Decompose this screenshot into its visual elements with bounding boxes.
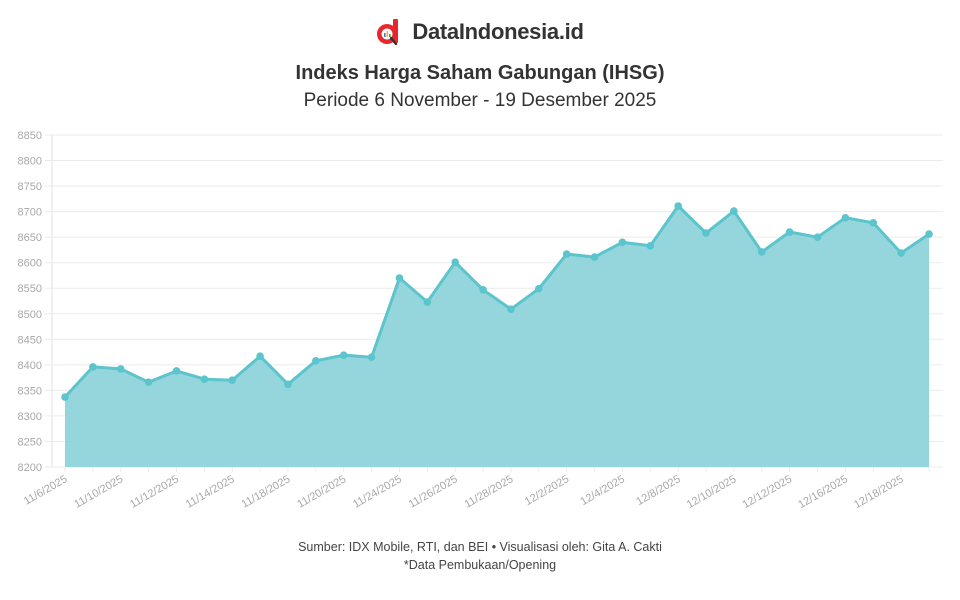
y-axis: 8200 8250 8300 8350 8400 8450 8500 8550 8600 8650… bbox=[18, 130, 53, 474]
data-point bbox=[757, 248, 766, 256]
data-point bbox=[395, 274, 404, 282]
x-tick-label: 12/16/2025 bbox=[796, 473, 850, 511]
brand-name: DataIndonesia.id bbox=[412, 19, 584, 44]
data-point bbox=[702, 229, 710, 237]
x-tick-label: 12/8/2025 bbox=[634, 473, 682, 508]
data-point bbox=[785, 228, 794, 236]
x-tick-label: 12/10/2025 bbox=[685, 473, 739, 511]
chart-title: Indeks Harga Saham Gabungan (IHSG) bbox=[295, 62, 665, 84]
x-tick-label: 11/10/2025 bbox=[72, 473, 125, 511]
data-point bbox=[312, 356, 320, 365]
data-points bbox=[61, 202, 933, 401]
y-tick-label: 8400 bbox=[18, 360, 42, 372]
x-tick-label: 12/4/2025 bbox=[579, 473, 627, 508]
data-point bbox=[423, 298, 432, 306]
x-tick-label: 12/18/2025 bbox=[852, 473, 906, 511]
data-point bbox=[89, 363, 97, 371]
source-credit: Sumber: IDX Mobile, RTI, dan BEI • Visua… bbox=[298, 540, 662, 554]
x-tick-label: 11/20/2025 bbox=[295, 473, 348, 511]
y-tick-label: 8500 bbox=[18, 309, 42, 321]
x-tick-label: 11/18/2025 bbox=[239, 473, 292, 511]
data-point bbox=[200, 375, 209, 383]
data-point bbox=[674, 202, 682, 210]
y-tick-label: 8300 bbox=[18, 411, 42, 423]
y-tick-label: 8450 bbox=[18, 334, 42, 346]
y-tick-label: 8350 bbox=[18, 385, 42, 397]
data-point bbox=[841, 213, 850, 222]
x-tick-label: 11/14/2025 bbox=[184, 473, 237, 511]
brand-header: DataIndonesia.id bbox=[0, 18, 960, 46]
data-point bbox=[535, 284, 543, 293]
data-point bbox=[507, 305, 515, 313]
data-point bbox=[869, 219, 878, 227]
data-line bbox=[63, 204, 930, 399]
chart-footer: Sumber: IDX Mobile, RTI, dan BEI • Visua… bbox=[0, 538, 960, 574]
data-point bbox=[925, 230, 933, 238]
data-point bbox=[367, 353, 376, 361]
x-tick-label: 12/12/2025 bbox=[740, 473, 794, 511]
x-tick-label: 11/28/2025 bbox=[462, 473, 515, 511]
data-point bbox=[339, 351, 348, 359]
y-tick-label: 8200 bbox=[18, 462, 42, 474]
x-axis: 11/6/2025 11/10/2025 11/12/2025 11/14/2025 1… bbox=[22, 467, 930, 511]
data-point bbox=[479, 285, 487, 294]
data-point bbox=[618, 238, 627, 247]
data-point bbox=[256, 352, 264, 360]
y-tick-label: 8750 bbox=[18, 181, 42, 193]
data-point bbox=[590, 253, 599, 261]
y-tick-label: 8850 bbox=[18, 130, 42, 142]
x-tick-label: 12/2/2025 bbox=[523, 473, 571, 508]
data-point bbox=[562, 250, 571, 258]
data-point bbox=[284, 380, 292, 389]
chart-subtitle: Periode 6 November - 19 Desember 2025 bbox=[303, 90, 657, 111]
data-point bbox=[897, 249, 905, 257]
y-tick-label: 8650 bbox=[18, 232, 42, 244]
x-tick-label: 11/6/2025 bbox=[22, 473, 70, 507]
data-point bbox=[451, 258, 459, 266]
x-tick-label: 11/26/2025 bbox=[407, 473, 460, 511]
y-tick-label: 8550 bbox=[18, 283, 42, 295]
data-point bbox=[730, 207, 738, 215]
y-tick-label: 8250 bbox=[18, 436, 42, 448]
data-area bbox=[65, 206, 929, 467]
data-point bbox=[116, 365, 125, 373]
x-tick-label: 11/12/2025 bbox=[128, 473, 181, 511]
data-point bbox=[228, 376, 237, 384]
y-tick-label: 8800 bbox=[18, 156, 42, 168]
data-note: *Data Pembukaan/Opening bbox=[403, 558, 557, 572]
dataindonesia-logo-icon bbox=[377, 19, 399, 46]
data-point bbox=[646, 242, 655, 250]
x-tick-label: 11/24/2025 bbox=[351, 473, 404, 511]
data-point bbox=[813, 233, 822, 241]
data-point bbox=[61, 393, 69, 401]
y-tick-label: 8600 bbox=[18, 258, 42, 270]
data-point bbox=[172, 367, 181, 375]
data-point bbox=[144, 378, 153, 387]
y-tick-label: 8700 bbox=[18, 207, 42, 219]
